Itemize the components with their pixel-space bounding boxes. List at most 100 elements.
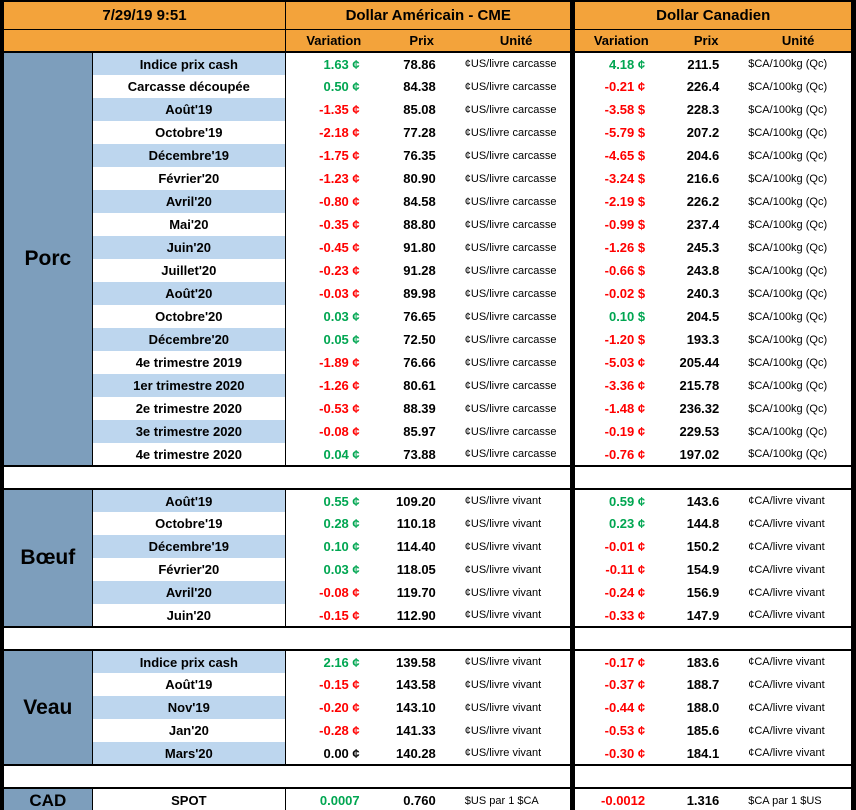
us-variation-value: 0.04 ¢: [285, 443, 382, 466]
us-price-value: 141.33: [381, 719, 462, 742]
ca-unit-label: ¢CA/livre vivant: [745, 742, 854, 765]
table-row: 4e trimestre 2020 0.04 ¢ 73.88 ¢US/livre ca…: [2, 443, 854, 466]
table-row: Jan'20 -0.28 ¢ 141.33 ¢US/livre vivant -0.53…: [2, 719, 854, 742]
us-variation-value: 0.10 ¢: [285, 535, 382, 558]
ca-unit-label: ¢CA/livre vivant: [745, 489, 854, 512]
us-price-value: 139.58: [381, 650, 462, 673]
us-price-value: 88.39: [381, 397, 462, 420]
ca-unit-label: $CA/100kg (Qc): [745, 397, 854, 420]
ca-price-value: 236.32: [667, 397, 746, 420]
us-unit-label: ¢US/livre carcasse: [461, 259, 576, 282]
ca-variation-value: 0.23 ¢: [572, 512, 668, 535]
ca-unit-label: $CA/100kg (Qc): [745, 190, 854, 213]
us-unit-label: ¢US/livre carcasse: [461, 374, 576, 397]
us-price-value: 0.760: [381, 788, 462, 810]
us-variation-value: -0.53 ¢: [285, 397, 382, 420]
ca-price-value: 243.8: [667, 259, 746, 282]
us-price-value: 80.90: [381, 167, 462, 190]
us-variation-value: -0.45 ¢: [285, 236, 382, 259]
us-unit-label: ¢US/livre carcasse: [461, 144, 576, 167]
us-price-value: 143.58: [381, 673, 462, 696]
us-variation-value: 0.0007: [285, 788, 382, 810]
ca-unit-label: ¢CA/livre vivant: [745, 696, 854, 719]
table-row: Juin'20 -0.45 ¢ 91.80 ¢US/livre carcasse -1.…: [2, 236, 854, 259]
row-label: 4e trimestre 2019: [92, 351, 286, 374]
section-label: CAD: [2, 788, 93, 810]
table-row: Bœuf Août'19 0.55 ¢ 109.20 ¢US/livre vivant 0…: [2, 489, 854, 627]
ca-variation-value: 4.18 ¢: [572, 52, 668, 75]
us-price-value: 84.58: [381, 190, 462, 213]
ca-unit-label: $CA/100kg (Qc): [745, 75, 854, 98]
ca-variation-value: -0.30 ¢: [572, 742, 668, 765]
ca-price-value: 211.5: [667, 52, 746, 75]
ca-unit-label: $CA/100kg (Qc): [745, 52, 854, 75]
us-unit-label: ¢US/livre vivant: [461, 719, 576, 742]
us-variation-value: -0.80 ¢: [285, 190, 382, 213]
ca-variation-value: 0.10 $: [572, 305, 668, 328]
us-price-value: 110.18: [381, 512, 462, 535]
ca-price-value: 216.6: [667, 167, 746, 190]
ca-unit-label: ¢CA/livre vivant: [745, 719, 854, 742]
row-label: Février'20: [92, 167, 286, 190]
ca-price-value: 237.4: [667, 213, 746, 236]
us-unit-label: ¢US/livre vivant: [461, 742, 576, 765]
ca-price-value: 204.6: [667, 144, 746, 167]
ca-variation-value: -3.58 $: [572, 98, 668, 121]
row-label: Jan'20: [92, 719, 286, 742]
us-price-value: 140.28: [381, 742, 462, 765]
ca-variation-header: Variation: [572, 29, 668, 53]
table-row: Février'20 -1.23 ¢ 80.90 ¢US/livre carcasse…: [2, 167, 854, 190]
ca-unit-label: ¢CA/livre vivant: [745, 604, 854, 627]
section-label: Bœuf: [2, 489, 93, 627]
row-label: Août'19: [92, 98, 286, 121]
us-price-value: 85.08: [381, 98, 462, 121]
ca-unite-header: Unité: [745, 29, 854, 53]
table-row: 3e trimestre 2020 -0.08 ¢ 85.97 ¢US/livre c…: [2, 420, 854, 443]
row-label: Indice prix cash: [92, 650, 286, 673]
ca-variation-value: -0.02 $: [572, 282, 668, 305]
us-variation-value: -1.26 ¢: [285, 374, 382, 397]
separator-cell: [572, 626, 854, 651]
us-price-value: 76.66: [381, 351, 462, 374]
ca-price-value: 183.6: [667, 650, 746, 673]
us-unit-label: ¢US/livre carcasse: [461, 167, 576, 190]
us-variation-value: -0.28 ¢: [285, 719, 382, 742]
row-label: Août'19: [92, 673, 286, 696]
row-label: Octobre'19: [92, 512, 286, 535]
ca-price-value: 228.3: [667, 98, 746, 121]
ca-variation-value: -1.20 $: [572, 328, 668, 351]
ca-unit-label: $CA/100kg (Qc): [745, 98, 854, 121]
ca-unit-label: $CA/100kg (Qc): [745, 213, 854, 236]
table-row: Carcasse découpée 0.50 ¢ 84.38 ¢US/livre ca…: [2, 75, 854, 98]
row-label: 2e trimestre 2020: [92, 397, 286, 420]
us-variation-value: -1.35 ¢: [285, 98, 382, 121]
ca-variation-value: -0.37 ¢: [572, 673, 668, 696]
ca-price-value: 188.7: [667, 673, 746, 696]
ca-price-value: 240.3: [667, 282, 746, 305]
separator-cell: [572, 465, 854, 490]
ca-price-value: 207.2: [667, 121, 746, 144]
ca-unit-label: ¢CA/livre vivant: [745, 512, 854, 535]
us-price-value: 84.38: [381, 75, 462, 98]
us-variation-value: 0.03 ¢: [285, 558, 382, 581]
ca-variation-value: -5.79 $: [572, 121, 668, 144]
ca-variation-value: -0.99 $: [572, 213, 668, 236]
separator-cell: [572, 764, 854, 789]
us-unit-label: ¢US/livre carcasse: [461, 420, 576, 443]
ca-variation-value: -0.01 ¢: [572, 535, 668, 558]
us-price-value: 72.50: [381, 328, 462, 351]
ca-variation-value: -3.24 $: [572, 167, 668, 190]
us-price-value: 112.90: [381, 604, 462, 627]
row-label: Mai'20: [92, 213, 286, 236]
ca-variation-value: -0.53 ¢: [572, 719, 668, 742]
us-unit-label: ¢US/livre carcasse: [461, 52, 576, 75]
table-row: Mars'20 0.00 ¢ 140.28 ¢US/livre vivant -0.30…: [2, 742, 854, 765]
separator-cell: [2, 626, 576, 651]
us-unit-label: ¢US/livre carcasse: [461, 236, 576, 259]
row-label: 3e trimestre 2020: [92, 420, 286, 443]
ca-unit-label: ¢CA/livre vivant: [745, 650, 854, 673]
ca-unit-label: ¢CA/livre vivant: [745, 558, 854, 581]
us-price-value: 88.80: [381, 213, 462, 236]
table-row: Février'20 0.03 ¢ 118.05 ¢US/livre vivant -0…: [2, 558, 854, 581]
us-variation-value: -0.23 ¢: [285, 259, 382, 282]
